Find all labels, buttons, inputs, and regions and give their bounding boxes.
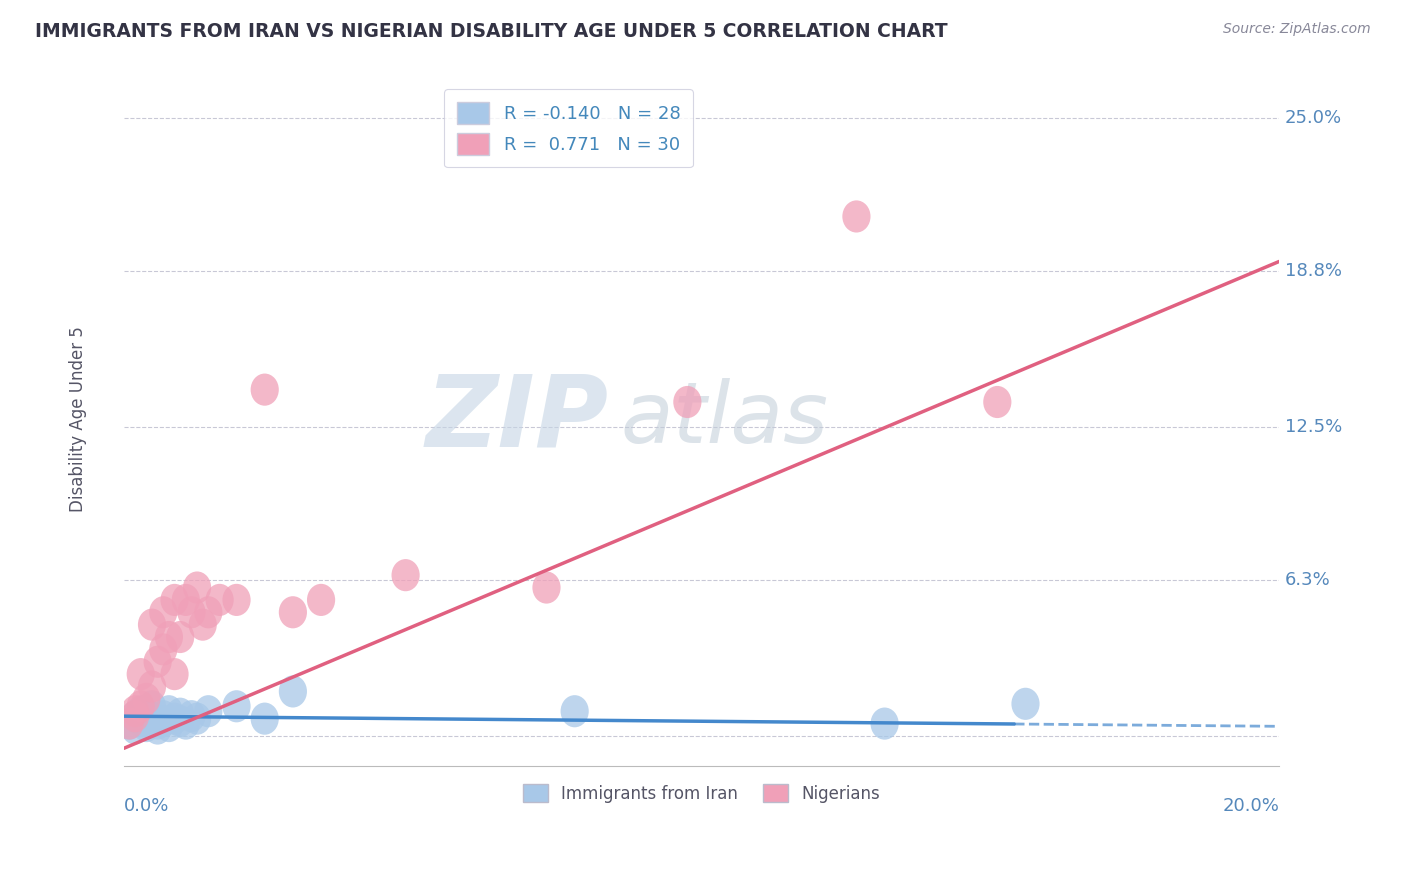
Text: 0.0%: 0.0%: [124, 797, 169, 814]
Legend: Immigrants from Iran, Nigerians: Immigrants from Iran, Nigerians: [516, 778, 887, 809]
Text: Disability Age Under 5: Disability Age Under 5: [69, 326, 87, 512]
Text: 12.5%: 12.5%: [1285, 417, 1343, 435]
Text: IMMIGRANTS FROM IRAN VS NIGERIAN DISABILITY AGE UNDER 5 CORRELATION CHART: IMMIGRANTS FROM IRAN VS NIGERIAN DISABIL…: [35, 22, 948, 41]
Text: 18.8%: 18.8%: [1285, 262, 1341, 280]
Text: 6.3%: 6.3%: [1285, 571, 1330, 589]
Text: atlas: atlas: [620, 378, 828, 461]
Text: Source: ZipAtlas.com: Source: ZipAtlas.com: [1223, 22, 1371, 37]
Text: 20.0%: 20.0%: [1222, 797, 1279, 814]
Text: ZIP: ZIP: [426, 371, 609, 467]
Text: 25.0%: 25.0%: [1285, 109, 1341, 127]
